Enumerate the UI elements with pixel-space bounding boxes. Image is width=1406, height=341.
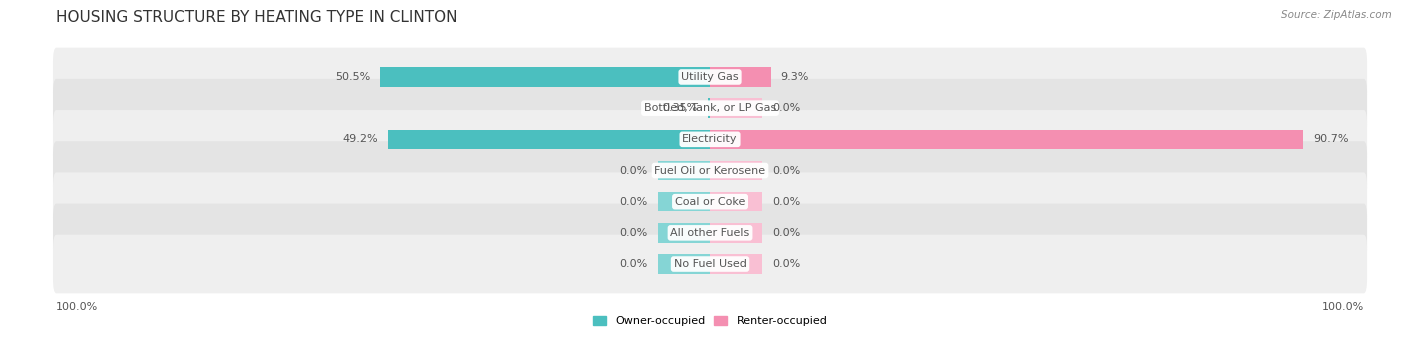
Text: Fuel Oil or Kerosene: Fuel Oil or Kerosene	[654, 165, 766, 176]
FancyBboxPatch shape	[53, 141, 1367, 200]
FancyBboxPatch shape	[53, 110, 1367, 169]
Text: Coal or Coke: Coal or Coke	[675, 197, 745, 207]
Text: 0.0%: 0.0%	[620, 228, 648, 238]
FancyBboxPatch shape	[53, 79, 1367, 137]
FancyBboxPatch shape	[53, 48, 1367, 106]
Bar	[658, 223, 710, 242]
Bar	[710, 223, 762, 242]
Text: 50.5%: 50.5%	[335, 72, 370, 82]
Bar	[710, 192, 762, 211]
Bar	[380, 67, 710, 87]
Text: 100.0%: 100.0%	[56, 302, 98, 312]
Bar	[710, 67, 770, 87]
Text: 0.0%: 0.0%	[772, 259, 800, 269]
Text: Utility Gas: Utility Gas	[682, 72, 738, 82]
Text: 9.3%: 9.3%	[780, 72, 808, 82]
Text: 0.0%: 0.0%	[772, 197, 800, 207]
Text: 0.0%: 0.0%	[772, 228, 800, 238]
Text: 0.0%: 0.0%	[620, 165, 648, 176]
Bar	[658, 161, 710, 180]
Text: 90.7%: 90.7%	[1313, 134, 1348, 144]
Text: 100.0%: 100.0%	[1322, 302, 1364, 312]
Bar	[707, 99, 710, 118]
FancyBboxPatch shape	[53, 204, 1367, 262]
FancyBboxPatch shape	[53, 172, 1367, 231]
Text: No Fuel Used: No Fuel Used	[673, 259, 747, 269]
Bar	[710, 99, 762, 118]
Text: Source: ZipAtlas.com: Source: ZipAtlas.com	[1281, 10, 1392, 20]
Bar	[658, 254, 710, 274]
Text: 0.0%: 0.0%	[772, 103, 800, 113]
Text: All other Fuels: All other Fuels	[671, 228, 749, 238]
Text: 0.35%: 0.35%	[662, 103, 697, 113]
Bar	[658, 192, 710, 211]
Text: 0.0%: 0.0%	[620, 259, 648, 269]
Text: HOUSING STRUCTURE BY HEATING TYPE IN CLINTON: HOUSING STRUCTURE BY HEATING TYPE IN CLI…	[56, 10, 458, 25]
Bar	[710, 161, 762, 180]
Bar	[710, 254, 762, 274]
Bar	[388, 130, 710, 149]
Text: 49.2%: 49.2%	[343, 134, 378, 144]
FancyBboxPatch shape	[53, 235, 1367, 293]
Legend: Owner-occupied, Renter-occupied: Owner-occupied, Renter-occupied	[588, 311, 832, 331]
Text: Bottled, Tank, or LP Gas: Bottled, Tank, or LP Gas	[644, 103, 776, 113]
Text: 0.0%: 0.0%	[772, 165, 800, 176]
Text: 0.0%: 0.0%	[620, 197, 648, 207]
Bar	[710, 130, 1303, 149]
Text: Electricity: Electricity	[682, 134, 738, 144]
